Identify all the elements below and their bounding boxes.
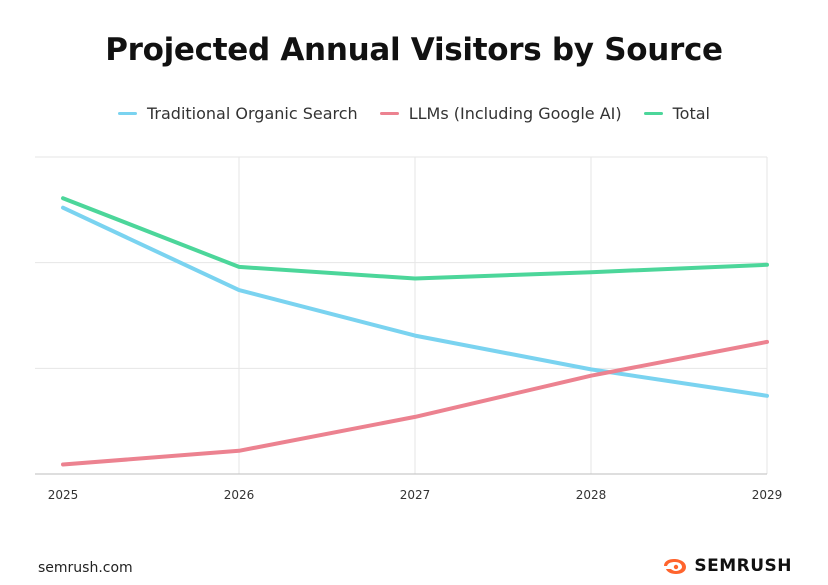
x-tick-label-2025: 2025 (48, 488, 79, 502)
legend-item-total: Total (643, 104, 710, 123)
legend-label-total: Total (672, 104, 710, 123)
legend-item-organic: Traditional Organic Search (118, 104, 358, 123)
series-line-total (61, 196, 769, 281)
footer-site: semrush.com (38, 560, 133, 576)
legend-swatch-llms (379, 112, 399, 115)
x-tick-label-2026: 2026 (224, 488, 255, 502)
x-tick-label-2027: 2027 (400, 488, 431, 502)
series-line-organic (61, 205, 769, 398)
legend-label-llms: LLMs (Including Google AI) (408, 104, 622, 123)
brand-name: SEMRUSH (694, 556, 792, 576)
legend: Traditional Organic Search LLMs (Includi… (0, 104, 828, 123)
legend-item-llms: LLMs (Including Google AI) (379, 104, 622, 123)
semrush-fireball-icon (664, 559, 687, 574)
x-tick-label-2029: 2029 (752, 488, 783, 502)
chart-title: Projected Annual Visitors by Source (105, 32, 723, 68)
legend-swatch-organic (118, 112, 137, 115)
legend-label-organic: Traditional Organic Search (147, 104, 358, 123)
semrush-logo: SEMRUSH (662, 556, 792, 576)
legend-swatch-total (643, 112, 663, 115)
series-line-llms (61, 339, 769, 467)
x-tick-label-2028: 2028 (576, 488, 607, 502)
